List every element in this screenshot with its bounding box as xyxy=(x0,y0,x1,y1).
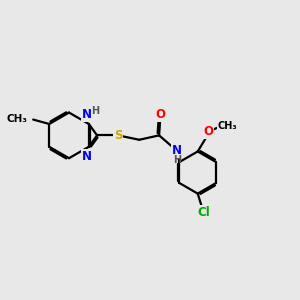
Text: Cl: Cl xyxy=(197,206,210,219)
Text: CH₃: CH₃ xyxy=(7,114,28,124)
Text: O: O xyxy=(156,108,166,121)
Text: S: S xyxy=(114,129,122,142)
Text: CH₃: CH₃ xyxy=(218,121,237,131)
Text: H: H xyxy=(91,106,99,116)
Text: O: O xyxy=(203,125,213,138)
Text: N: N xyxy=(82,150,92,163)
Text: N: N xyxy=(82,108,92,121)
Text: N: N xyxy=(172,144,182,157)
Text: H: H xyxy=(173,155,181,165)
